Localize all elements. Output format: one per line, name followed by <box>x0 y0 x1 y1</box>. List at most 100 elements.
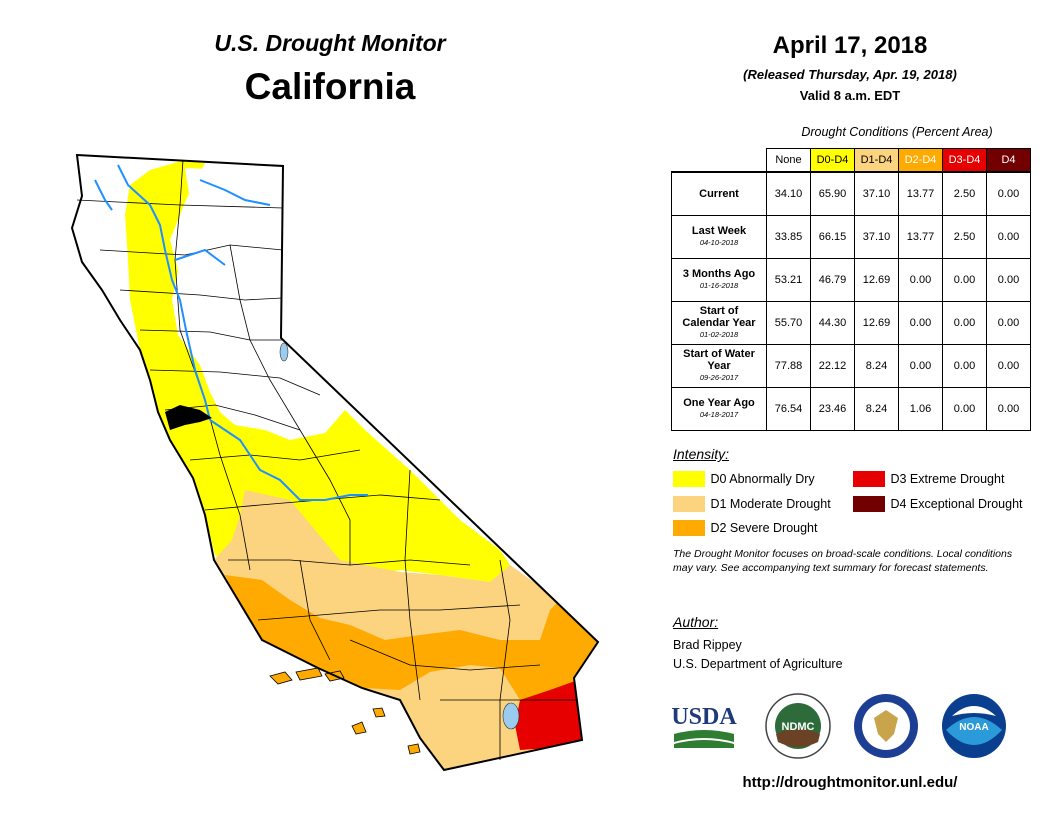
table-cell: 77.88 <box>766 344 811 388</box>
legend-swatch <box>673 496 705 512</box>
channel-islands <box>269 667 421 755</box>
legend-label: D1 Moderate Drought <box>710 497 831 511</box>
ndmc-logo-text: NDMC <box>782 721 815 733</box>
author-name: Brad Rippey <box>673 638 742 652</box>
column-header: None <box>766 148 811 173</box>
legend-item-d2: D2 Severe Drought <box>673 520 818 536</box>
region-d3 <box>515 680 582 750</box>
table-cell: 0.00 <box>986 387 1031 431</box>
table-cell: 37.10 <box>854 171 899 216</box>
source-url[interactable]: http://droughtmonitor.unl.edu/ <box>742 774 958 791</box>
row-label-text: Start of Calendar Year <box>682 305 756 329</box>
map-title-monitor: U.S. Drought Monitor <box>214 30 446 56</box>
table-cell: 0.00 <box>986 171 1031 216</box>
noaa-logo: NOAA <box>942 694 1006 758</box>
table-cell: 12.69 <box>854 301 899 345</box>
row-date: 01-02-2018 <box>699 330 739 339</box>
table-cell: 23.46 <box>810 387 855 431</box>
table-cell: 2.50 <box>942 171 987 216</box>
table-cell: 0.00 <box>942 301 987 345</box>
legend-swatch <box>673 520 705 536</box>
release-date: (Released Thursday, Apr. 19, 2018) <box>743 67 957 82</box>
region-d0 <box>125 160 510 582</box>
noaa-logo-text: NOAA <box>959 722 988 733</box>
row-label: One Year Ago 04-18-2017 <box>671 387 767 431</box>
table-cell: 0.00 <box>942 258 987 302</box>
table-cell: 1.06 <box>898 387 943 431</box>
row-label-text: One Year Ago <box>683 397 755 409</box>
table-cell: 65.90 <box>810 171 855 216</box>
table-cell: 34.10 <box>766 171 811 216</box>
row-date: 04-18-2017 <box>699 410 739 419</box>
table-cell: 37.10 <box>854 215 899 259</box>
table-cell: 55.70 <box>766 301 811 345</box>
table-row: Start of Calendar Year 01-02-2018 55.70 44.… <box>671 301 1031 345</box>
row-label: 3 Months Ago 01-16-2018 <box>671 258 767 302</box>
table-cell: 13.77 <box>898 171 943 216</box>
row-label: Current <box>671 171 767 216</box>
table-cell: 44.30 <box>810 301 855 345</box>
legend-item-d0: D0 Abnormally Dry <box>673 471 815 487</box>
column-header: D2-D4 <box>898 148 943 173</box>
table-cell: 2.50 <box>942 215 987 259</box>
table-cell: 0.00 <box>898 301 943 345</box>
column-header: D3-D4 <box>942 148 987 173</box>
table-row: Current 34.10 65.90 37.10 13.77 2.50 0.00 <box>671 171 1031 216</box>
legend-title: Intensity: <box>673 446 730 462</box>
table-cell: 8.24 <box>854 387 899 431</box>
row-label-text: Last Week <box>691 225 747 237</box>
table-cell: 0.00 <box>898 258 943 302</box>
table-cell: 0.00 <box>986 215 1031 259</box>
table-corner <box>671 148 767 173</box>
salton-sea <box>502 702 520 730</box>
legend-swatch <box>673 471 705 487</box>
table-cell: 0.00 <box>942 344 987 388</box>
commerce-seal-logo <box>854 694 918 758</box>
row-label: Start of Water Year 09-26-2017 <box>671 344 767 388</box>
table-cell: 0.00 <box>986 258 1031 302</box>
table-cell: 22.12 <box>810 344 855 388</box>
table-cell: 13.77 <box>898 215 943 259</box>
table-row: One Year Ago 04-18-2017 76.54 23.46 8.24 1.06… <box>671 387 1031 431</box>
disclaimer-note: The Drought Monitor focuses on broad-sca… <box>673 548 1013 574</box>
ndmc-logo: NDMC <box>765 693 831 759</box>
legend-item-d1: D1 Moderate Drought <box>673 496 831 512</box>
table-row: Start of Water Year 09-26-2017 77.88 22.12 8… <box>671 344 1031 388</box>
row-date: 04-10-2018 <box>699 238 739 247</box>
row-label-text: Start of Water Year <box>683 348 755 372</box>
agency-logos: USDA NDMC NOAA <box>671 693 1006 759</box>
valid-time: Valid 8 a.m. EDT <box>799 88 901 103</box>
row-label-text: Current <box>699 188 739 200</box>
drought-conditions-table: None D0-D4 D1-D4 D2-D4 D3-D4 D4 Current 34.10 6… <box>671 148 1031 431</box>
author-org: U.S. Department of Agriculture <box>673 657 843 671</box>
row-label: Last Week 04-10-2018 <box>671 215 767 259</box>
table-cell: 0.00 <box>986 301 1031 345</box>
row-date: 09-26-2017 <box>699 373 739 382</box>
column-header: D0-D4 <box>810 148 855 173</box>
region-d2-south-coast <box>225 575 598 712</box>
row-label-text: 3 Months Ago <box>682 268 756 280</box>
legend-label: D4 Exceptional Drought <box>890 497 1023 511</box>
legend-swatch <box>853 496 885 512</box>
table-cell: 12.69 <box>854 258 899 302</box>
usda-logo-text: USDA <box>671 704 737 730</box>
rivers <box>94 164 368 501</box>
legend-label: D0 Abnormally Dry <box>710 472 815 486</box>
table-row: Last Week 04-10-2018 33.85 66.15 37.10 13.77 2… <box>671 215 1031 259</box>
author-title: Author: <box>673 614 719 630</box>
row-label: Start of Calendar Year 01-02-2018 <box>671 301 767 345</box>
lake-tahoe <box>279 342 289 362</box>
table-cell: 0.00 <box>942 387 987 431</box>
column-header: D1-D4 <box>854 148 899 173</box>
map-date: April 17, 2018 <box>772 32 928 59</box>
table-cell: 8.24 <box>854 344 899 388</box>
table-cell: 76.54 <box>766 387 811 431</box>
table-caption: Drought Conditions (Percent Area) <box>801 125 993 139</box>
column-header: D4 <box>986 148 1031 173</box>
legend-item-d4: D4 Exceptional Drought <box>853 496 1023 512</box>
legend-item-d3: D3 Extreme Drought <box>853 471 1004 487</box>
legend-label: D3 Extreme Drought <box>890 472 1005 486</box>
table-cell: 0.00 <box>986 344 1031 388</box>
usda-logo: USDA <box>671 704 737 748</box>
legend-swatch <box>853 471 885 487</box>
